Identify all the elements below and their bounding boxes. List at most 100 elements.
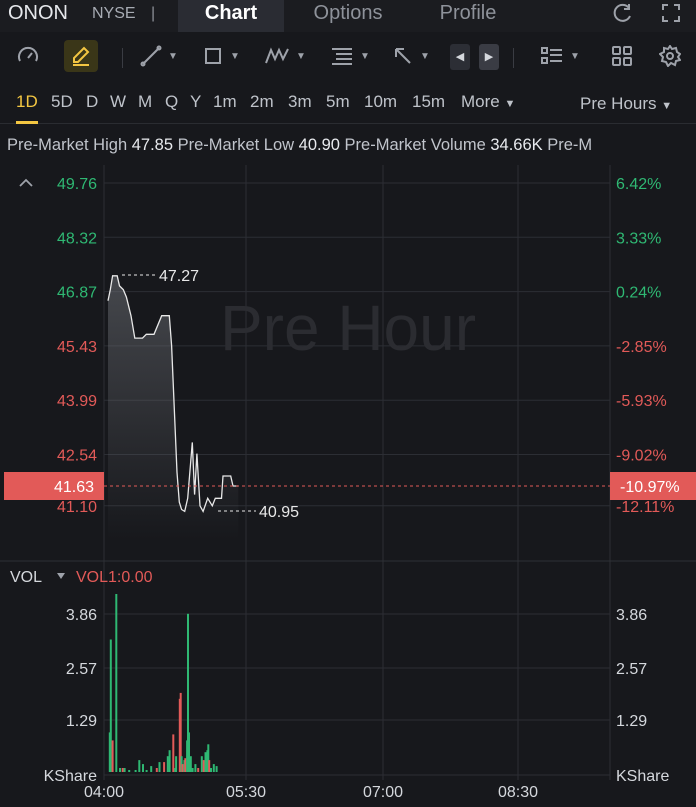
x-axis: 04:00 05:30 07:00 08:30: [84, 774, 610, 801]
tf-2m[interactable]: 2m: [250, 92, 274, 111]
volume-bar: [145, 770, 148, 772]
y-tick-label-left: 42.54: [57, 448, 97, 465]
tf-y[interactable]: Y: [190, 92, 202, 111]
volume-bar: [200, 756, 203, 772]
tf-5d[interactable]: 5D: [51, 92, 73, 111]
volume-bar: [166, 756, 169, 772]
more-dropdown[interactable]: More ▼: [461, 92, 515, 112]
volume-bar: [150, 766, 153, 772]
volume-bar: [163, 762, 166, 772]
volume-bar: [181, 764, 184, 772]
tf-1m[interactable]: 1m: [213, 92, 237, 111]
y-tick-label-right: -5.93%: [616, 393, 667, 410]
active-tab-indicator: [16, 121, 38, 124]
rectangle-tool[interactable]: ▼: [202, 40, 240, 72]
fullscreen-icon[interactable]: [658, 2, 684, 28]
vol-tick-label-right: 2.57: [616, 661, 647, 678]
stat-more-label: Pre-M: [547, 136, 593, 154]
caret-down-icon: ▼: [504, 98, 516, 110]
tf-1d[interactable]: 1D: [16, 92, 38, 111]
list-icon: [541, 47, 562, 64]
vol-unit-left: KShare: [44, 768, 97, 785]
volume-bar: [212, 764, 215, 772]
toolbar-divider-2: [513, 48, 514, 68]
high-marker-label: 47.27: [159, 268, 199, 285]
vol-unit-right: KShare: [616, 768, 669, 785]
stat-volume-value: 34.66K: [490, 136, 543, 154]
rectangle-icon: [205, 48, 221, 64]
volume-bar: [191, 768, 194, 772]
caret-down-icon: ▼: [661, 100, 673, 112]
tab-options[interactable]: Options: [313, 2, 383, 24]
grid-layout-icon[interactable]: [611, 40, 633, 72]
x-tick-label: 05:30: [226, 784, 266, 801]
tf-15m[interactable]: 15m: [412, 92, 446, 111]
y-tick-label-left: 46.87: [57, 285, 97, 302]
y-tick-label-left: 45.43: [57, 339, 97, 356]
x-tick-label: 04:00: [84, 784, 124, 801]
settings-gear-icon[interactable]: [659, 40, 681, 72]
y-tick-label-left: 49.76: [57, 176, 97, 193]
premarket-stats: Pre-Market High 47.85 Pre-Market Low 40.…: [7, 136, 592, 155]
text-lines-icon: [332, 48, 352, 65]
y-axis-right: 6.42% 3.33% 0.24% -2.85% -5.93% -9.02% -12.11%: [616, 176, 674, 516]
indicator-list-tool[interactable]: ▼: [540, 40, 580, 72]
pattern-tool[interactable]: ▼: [264, 40, 306, 72]
text-tool[interactable]: ▼: [330, 40, 370, 72]
volume-bar: [175, 756, 178, 772]
volume-bar: [215, 766, 218, 772]
tf-10m[interactable]: 10m: [364, 92, 398, 111]
volume-bar: [134, 770, 137, 772]
trendline-tool[interactable]: ▼: [140, 40, 178, 72]
volume-bar: [142, 764, 144, 772]
watermark: Pre Hour: [220, 292, 476, 364]
tf-m[interactable]: M: [138, 92, 153, 111]
chart-grid: [103, 165, 611, 780]
volume-bar: [210, 768, 212, 772]
stat-high-value: 47.85: [131, 136, 174, 154]
volume-bar: [202, 760, 205, 772]
volume-bar: [204, 752, 207, 772]
prev-icon[interactable]: ◀: [450, 44, 470, 70]
tf-q[interactable]: Q: [165, 92, 179, 111]
volume-bar: [187, 613, 189, 772]
vol-tick-label-right: 3.86: [616, 607, 647, 624]
tab-profile[interactable]: Profile: [439, 2, 497, 24]
current-change-value: -10.97%: [620, 479, 680, 496]
volume-bar: [179, 692, 182, 772]
tf-3m[interactable]: 3m: [288, 92, 312, 111]
volume-bar: [138, 760, 141, 772]
vol-dropdown-icon[interactable]: [57, 573, 65, 579]
pattern-icon: [265, 47, 289, 64]
gauge-icon[interactable]: [16, 40, 40, 72]
vol-tick-label-right: 1.29: [616, 713, 647, 730]
low-marker-label: 40.95: [259, 504, 299, 521]
session-dropdown[interactable]: Pre Hours ▼: [580, 94, 672, 114]
price-line: [107, 275, 239, 513]
tf-d[interactable]: D: [86, 92, 99, 111]
y-tick-label-right: 0.24%: [616, 285, 661, 302]
volume-bar: [123, 768, 126, 772]
tf-5m[interactable]: 5m: [326, 92, 350, 111]
collapse-caret-icon[interactable]: [19, 178, 33, 187]
refresh-icon[interactable]: [610, 2, 636, 28]
tab-chart[interactable]: Chart: [178, 0, 284, 32]
y-axis-left: 49.76 48.32 46.87 45.43 43.99 42.54 41.10: [57, 176, 97, 516]
volume-bar: [172, 734, 175, 772]
tf-w[interactable]: W: [110, 92, 127, 111]
x-tick-label: 08:30: [498, 784, 538, 801]
volume-bar: [194, 764, 197, 772]
arrow-tool[interactable]: ▼: [392, 40, 430, 72]
pencil-icon[interactable]: [64, 40, 98, 72]
volume-bar: [115, 594, 118, 772]
volume-bar: [111, 740, 114, 772]
vol-indicator: VOL1:0.00: [76, 569, 153, 586]
next-icon[interactable]: ▶: [479, 44, 499, 70]
y-tick-label-right: -9.02%: [616, 448, 667, 465]
volume-bars: [108, 594, 218, 772]
volume-bar: [155, 768, 158, 772]
ticker-symbol: ONON: [8, 2, 68, 24]
y-tick-label-right: -2.85%: [616, 339, 667, 356]
arrow-icon: [395, 48, 411, 64]
